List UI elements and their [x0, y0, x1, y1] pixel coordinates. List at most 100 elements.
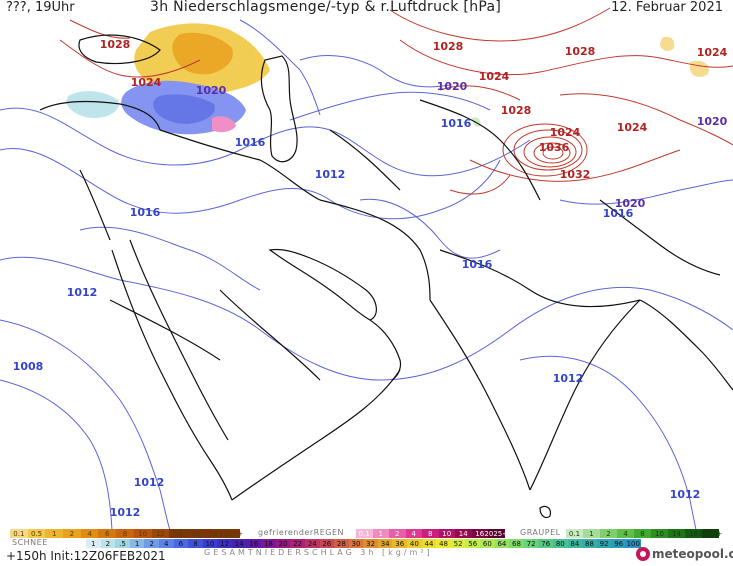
precip-snow-inner [153, 94, 215, 124]
legend-swatch: 4 [405, 529, 422, 538]
legend-swatch: 12 [151, 529, 170, 538]
isobar-label: 1020 [196, 84, 227, 97]
legend-swatch: 0.1 [10, 529, 28, 538]
isobars-low [0, 19, 733, 530]
legend-graupel-label: GRAUPEL [520, 528, 561, 537]
isobar-label: 1012 [670, 488, 701, 501]
isobar-label: 1024 [479, 70, 510, 83]
legend-swatch: 1 [86, 539, 101, 548]
valid-time-label: ???, 19Uhr [6, 0, 75, 15]
legend-swatch: 68 [509, 539, 524, 548]
legend-swatch: 24 [304, 539, 320, 548]
gulf [268, 248, 377, 321]
border-6 [219, 289, 321, 381]
isobar-label: 1024 [697, 46, 728, 59]
legend-swatch: 60 [480, 539, 495, 548]
legend-swatch: 2 [100, 539, 116, 548]
legend-freezing-rain-scale: 0.1 1 2 4 8 10 14 16 2025+ [356, 529, 508, 538]
legend-swatch: 1 [129, 539, 145, 548]
isobar-labels: 1028 1024 1020 1016 1012 1016 1012 1008 1012 1012… [13, 38, 728, 519]
legend-swatch: 4 [617, 529, 634, 538]
legend-swatch: 8 [116, 529, 134, 538]
isobar-label: 1012 [67, 286, 98, 299]
legend-snow-label: SCHNEE [12, 538, 48, 547]
legend-swatch: 10 [651, 529, 668, 538]
legend-swatch: 8 [634, 529, 651, 538]
legend-swatch: 92 [596, 539, 612, 548]
legend-swatch: 10 [438, 529, 455, 538]
legend-swatch: 2 [63, 529, 81, 538]
legend-swatch: 14 [169, 529, 187, 538]
isobar-label: 1024 [617, 121, 648, 134]
precip-east-patch [660, 36, 709, 77]
isobar-label: 1028 [100, 38, 131, 51]
legend-swatch: 2 [389, 529, 406, 538]
isobar-label: 1016 [130, 206, 161, 219]
legend-swatch: 16 [246, 539, 262, 548]
border-7 [599, 199, 721, 276]
legend-swatch: 4 [80, 529, 99, 538]
legend-swatch: 56 [465, 539, 481, 548]
legend-swatch: 40 [407, 539, 422, 548]
legend-swatch: 2025+ [698, 529, 723, 538]
legend-swatch: 14 [231, 539, 247, 548]
precip-rain-core [172, 32, 233, 75]
coastlines [39, 34, 733, 519]
legend-swatch: .5 [115, 539, 130, 548]
legend-swatch: 0.1 [356, 529, 373, 538]
isobar-label: 1012 [553, 372, 584, 385]
legend-swatch: 88 [582, 539, 597, 548]
isobar-label: 1032 [560, 168, 591, 181]
border-1 [159, 129, 321, 201]
legend-swatch: 22 [290, 539, 305, 548]
legend-swatch: 52 [450, 539, 466, 548]
levant [79, 169, 111, 241]
anatolia [39, 100, 161, 131]
legend-swatch: 6 [98, 529, 117, 538]
legend-swatch: 8 [422, 529, 439, 538]
legend-swatch: 8 [188, 539, 203, 548]
black-sea [78, 34, 161, 65]
legend-swatch: 18 [204, 529, 223, 538]
legend-swatch: 10 [202, 539, 218, 548]
legend-swatch: 48 [436, 539, 451, 548]
legend-swatch: 72 [523, 539, 539, 548]
legend-swatch: 100 [625, 539, 641, 548]
isobar-label: 1024 [550, 126, 581, 139]
red-sea [111, 249, 233, 501]
isobar-label: 1008 [13, 360, 44, 373]
legend-total-precip-scale: 1 2.5 1 2 4 6 8 10 12 14 16 18 20 22 24 26 28 30 32 34 36 40 4… [86, 539, 641, 548]
isobar-label: 1016 [441, 117, 472, 130]
legend-swatch: 36 [392, 539, 408, 548]
legend-swatch: 4 [158, 539, 174, 548]
border-5 [439, 249, 641, 308]
legend-swatch: 2025+ [219, 529, 243, 538]
border-2 [319, 199, 431, 301]
legend-swatch: 0.5 [27, 529, 46, 538]
isobar-label: 1012 [110, 506, 141, 519]
legend-swatch: 2 [144, 539, 159, 548]
legend-swatch: 6 [173, 539, 189, 548]
meteopool-logo-icon [636, 547, 650, 561]
isobar-label: 1012 [134, 476, 165, 489]
isobar-label: 1024 [131, 76, 162, 89]
legend-swatch: 2 [600, 529, 617, 538]
legend-swatch: 16 [471, 529, 488, 538]
precip-freezing-spots [212, 116, 236, 133]
legend-swatch: 28 [334, 539, 349, 548]
legend-freezing-rain-label: gefrierenderREGEN [258, 528, 344, 537]
isobar-label: 1020 [615, 197, 646, 210]
sri-lanka [539, 505, 551, 519]
map-title: 3h Niederschlagsmenge/-typ & r.Luftdruck… [150, 0, 502, 15]
legend-swatch: 12 [217, 539, 232, 548]
legend-swatch: 14 [668, 529, 685, 538]
isobar-label: 1028 [501, 104, 532, 117]
india-west [429, 299, 531, 491]
map-canvas: 1028 1024 1020 1016 1012 1016 1012 1008 1012 1012… [0, 7, 733, 530]
legend-swatch: 76 [538, 539, 553, 548]
arabia-south [231, 369, 401, 501]
brand[interactable]: meteopool.org [636, 547, 733, 561]
isobars-high [59, 7, 733, 195]
isobar-label: 1036 [539, 141, 570, 154]
